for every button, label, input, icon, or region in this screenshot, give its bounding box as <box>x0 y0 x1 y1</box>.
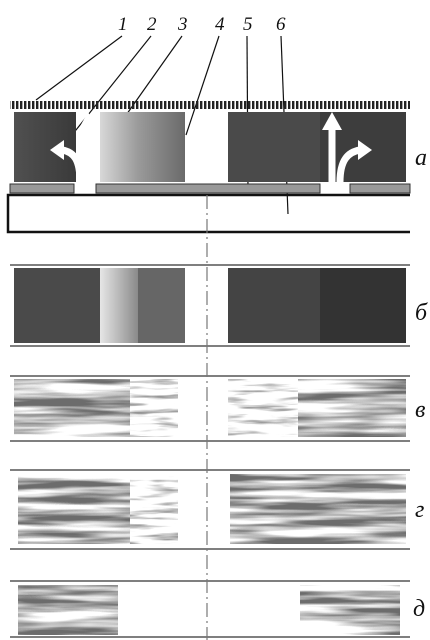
dark-zone <box>14 268 100 343</box>
panel-label: б <box>415 300 428 326</box>
streak-zone <box>298 379 406 437</box>
dark-zone <box>228 268 320 343</box>
callout-number: 1 <box>118 14 128 35</box>
leader-line <box>186 36 219 135</box>
callout-number: 5 <box>243 14 253 35</box>
dark-zone <box>14 112 76 182</box>
gradient-zone <box>100 268 138 343</box>
page: {"callouts": ["1", "2", "3", "4", "5", "… <box>0 0 430 640</box>
streak-zone <box>300 585 400 635</box>
callout-number: 4 <box>215 14 225 35</box>
streak-zone <box>18 585 118 635</box>
panel-label: в <box>415 397 425 423</box>
chamber-box <box>8 195 410 232</box>
callout-number: 6 <box>276 14 286 35</box>
dark-zone <box>228 112 320 182</box>
streak-zone <box>230 474 406 544</box>
hatched-surface <box>10 101 410 109</box>
plate <box>96 184 320 193</box>
panel-e-drawing <box>10 581 410 637</box>
callout-number: 2 <box>147 14 157 35</box>
panel-label: д <box>413 596 425 622</box>
gradient-zone <box>100 112 185 182</box>
callouts: 1 2 3 4 5 6 <box>118 14 286 35</box>
plate <box>350 184 410 193</box>
panel-c-drawing <box>10 376 410 441</box>
plate <box>10 184 74 193</box>
callout-number: 3 <box>177 14 188 35</box>
panel-d-drawing <box>10 470 410 549</box>
streak-zone <box>130 476 178 544</box>
streak-zone <box>228 379 298 437</box>
arrow-head <box>78 112 98 130</box>
panel-labels: а б в г д <box>413 145 428 622</box>
streak-zone <box>18 476 130 544</box>
panel-label: г <box>415 497 424 523</box>
figure: 1 2 3 4 5 6 <box>0 0 430 640</box>
panel-b-drawing <box>10 265 410 346</box>
panel-label: а <box>415 145 427 171</box>
streak-zone <box>130 379 178 437</box>
leader-line <box>36 36 122 100</box>
streak-zone <box>14 379 130 437</box>
panel-a-drawing <box>8 101 410 232</box>
dark-zone <box>320 268 406 343</box>
grey-zone <box>138 268 185 343</box>
